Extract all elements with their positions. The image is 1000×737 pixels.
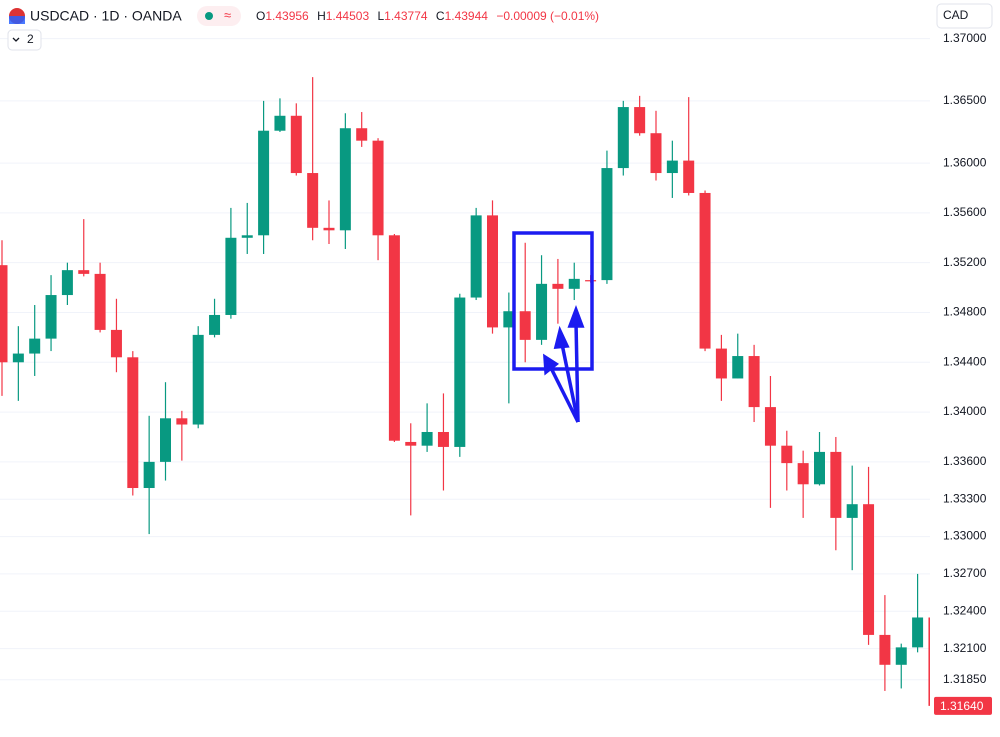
candle-body <box>388 235 400 441</box>
candle-body <box>372 140 384 236</box>
candle-body <box>45 295 57 339</box>
ohlc-label: O <box>256 9 265 23</box>
y-tick-label: 1.32100 <box>943 641 987 655</box>
candle-body <box>830 451 842 518</box>
annotation-arrows <box>543 305 585 423</box>
candle-body <box>503 311 515 328</box>
candle-body <box>552 283 564 289</box>
price-axis <box>930 0 1000 737</box>
candle-body <box>323 227 335 231</box>
ohlc-value: 1.43956 <box>265 9 309 23</box>
candle-body <box>29 338 41 354</box>
y-tick-label: 1.31850 <box>943 672 987 686</box>
candle-body <box>797 463 809 485</box>
candle-body <box>290 115 302 174</box>
candle-body <box>274 115 286 131</box>
candle-body <box>650 133 662 174</box>
candle-body <box>258 130 270 236</box>
candle-body <box>846 504 858 518</box>
candle-body <box>225 237 237 315</box>
candle-body <box>863 504 875 635</box>
indicator-count: 2 <box>27 32 34 46</box>
candle-body <box>895 647 907 665</box>
candle-body <box>0 265 8 363</box>
candle-body <box>94 273 106 330</box>
currency: CAD <box>943 8 969 22</box>
ohlc-label: L <box>377 9 384 23</box>
candle-body <box>879 634 891 665</box>
ohlc-label: H <box>317 9 326 23</box>
candle-body <box>536 283 548 340</box>
candle-body <box>176 418 188 425</box>
candle-body <box>78 270 90 274</box>
chevron <box>12 37 20 42</box>
candle-body <box>601 168 613 281</box>
y-tick-label: 1.36500 <box>943 93 987 107</box>
candle-body <box>487 215 498 328</box>
y-tick-label: 1.33000 <box>943 529 987 543</box>
ohlc-label: C <box>436 9 445 23</box>
y-tick-label: 1.33600 <box>943 454 987 468</box>
candle-body <box>61 270 73 296</box>
candle-body <box>421 431 433 446</box>
candle-body <box>781 445 793 464</box>
candle-body <box>764 407 776 446</box>
candle-body <box>405 441 417 446</box>
candle-body <box>748 356 760 408</box>
y-tick-label: 1.32400 <box>943 603 987 617</box>
candle-body <box>912 617 924 648</box>
candle-body <box>241 235 253 238</box>
candle-body <box>192 334 204 425</box>
y-tick-label: 1.33300 <box>943 491 987 505</box>
candle-body <box>143 461 155 489</box>
last-price-label: 1.31640 <box>940 699 984 713</box>
candle-body <box>437 431 449 447</box>
candle-body <box>127 357 139 489</box>
candle-body <box>110 329 122 358</box>
candle-body <box>732 356 744 379</box>
candle-body <box>683 160 695 193</box>
y-axis: 1.37000 1.36500 1.36000 1.35600 1.35200 1.348… <box>934 31 992 715</box>
symbol-title: USDCAD · 1D · OANDA <box>30 8 182 24</box>
candle-body <box>209 314 221 335</box>
candle-body <box>160 418 171 462</box>
candle-body <box>519 311 531 340</box>
candle-body <box>666 160 678 174</box>
y-tick-label: 1.34800 <box>943 305 987 319</box>
ohlc-value: 1.43774 <box>384 9 428 23</box>
y-tick-label: 1.34000 <box>943 404 987 418</box>
candle-body <box>470 215 482 298</box>
y-tick-label: 1.37000 <box>943 31 987 45</box>
status-badge <box>197 6 241 26</box>
y-tick-label: 1.34400 <box>943 354 987 368</box>
candle-body <box>568 278 580 289</box>
candle-body <box>715 348 727 379</box>
y-tick-label: 1.36000 <box>943 155 987 169</box>
candle-body <box>617 107 629 169</box>
status-dot <box>205 12 213 20</box>
candle-body <box>339 128 351 231</box>
ohlc-legend: O1.43956 H1.44503 L1.43774 C1.43944 −0.0… <box>256 9 599 23</box>
candle-body <box>699 192 711 349</box>
candle-body <box>454 297 466 447</box>
header: USDCAD · 1D · OANDA ≈ O1.43956 H1.44503 … <box>7 3 993 51</box>
y-tick-label: 1.35200 <box>943 255 987 269</box>
indicator-toggle[interactable] <box>7 29 42 51</box>
ohlc-value: 1.44503 <box>326 9 370 23</box>
candle-body <box>356 128 368 141</box>
change: −0.00009 (−0.01%) <box>496 9 599 23</box>
symbol-icon-part <box>9 16 25 24</box>
ohlc-value: 1.43944 <box>445 9 489 23</box>
currency-button[interactable] <box>936 3 993 29</box>
candle-body <box>634 107 646 134</box>
status-symbol: ≈ <box>224 7 231 22</box>
candle-body <box>307 173 319 228</box>
candle-body <box>814 451 825 485</box>
candle-body <box>12 353 24 363</box>
last-price-tag <box>934 696 992 715</box>
y-tick-label: 1.32700 <box>943 566 987 580</box>
y-tick-label: 1.35600 <box>943 205 987 219</box>
